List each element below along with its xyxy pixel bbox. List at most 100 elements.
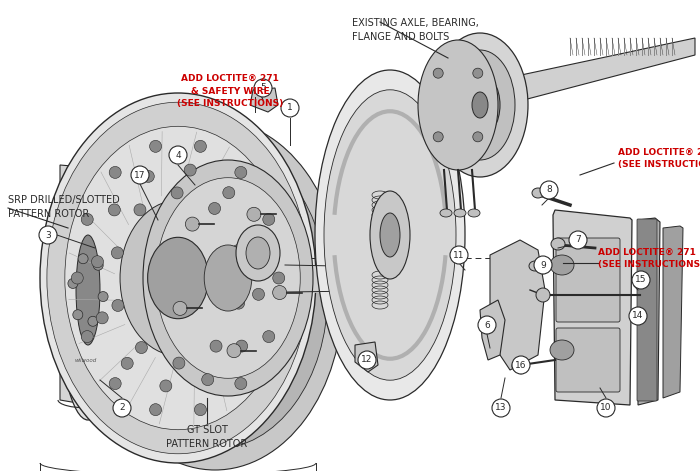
Ellipse shape [262,331,275,342]
Text: 5: 5 [260,83,266,92]
Ellipse shape [68,278,78,288]
Ellipse shape [532,188,544,198]
Ellipse shape [142,171,154,182]
Ellipse shape [184,164,196,176]
Ellipse shape [473,68,483,78]
Circle shape [113,399,131,417]
Ellipse shape [433,68,443,78]
Circle shape [569,231,587,249]
FancyBboxPatch shape [556,328,620,392]
Polygon shape [480,300,505,360]
Circle shape [534,256,552,274]
Ellipse shape [468,209,480,217]
Ellipse shape [266,333,294,354]
Text: EXISTING AXLE, BEARING,
FLANGE AND BOLTS: EXISTING AXLE, BEARING, FLANGE AND BOLTS [352,18,479,42]
Ellipse shape [88,317,98,326]
Polygon shape [60,165,118,410]
Ellipse shape [248,232,260,244]
Ellipse shape [536,288,550,302]
Ellipse shape [96,312,108,324]
Text: 15: 15 [636,276,647,284]
Ellipse shape [202,374,214,386]
Ellipse shape [454,209,466,217]
Ellipse shape [236,340,248,352]
Ellipse shape [134,204,146,216]
FancyBboxPatch shape [637,219,657,401]
Ellipse shape [81,213,93,226]
Ellipse shape [247,207,261,221]
Text: 17: 17 [134,171,146,179]
Text: 7: 7 [575,236,581,244]
Ellipse shape [273,272,285,284]
Text: ADD LOCTITE® 271
& SAFETY WIRE
(SEE INSTRUCTIONS): ADD LOCTITE® 271 & SAFETY WIRE (SEE INST… [177,74,283,108]
Ellipse shape [418,40,498,170]
Ellipse shape [87,120,343,470]
Ellipse shape [253,288,265,300]
Text: 4: 4 [175,151,181,160]
Ellipse shape [171,187,183,199]
Circle shape [632,271,650,289]
Ellipse shape [551,238,565,250]
Ellipse shape [148,237,209,319]
Ellipse shape [70,210,106,370]
Text: GT SLOT
PATTERN ROTOR: GT SLOT PATTERN ROTOR [167,425,248,449]
Circle shape [540,181,558,199]
Text: 6: 6 [484,320,490,330]
Ellipse shape [160,380,172,392]
Polygon shape [250,88,278,112]
Ellipse shape [109,166,121,179]
Ellipse shape [232,244,244,257]
Ellipse shape [108,204,120,216]
Ellipse shape [40,93,316,463]
Ellipse shape [234,378,247,390]
Polygon shape [490,240,545,370]
Ellipse shape [246,237,270,269]
Ellipse shape [195,404,206,416]
Ellipse shape [112,300,124,311]
Ellipse shape [236,225,280,281]
Text: 10: 10 [601,404,612,413]
Circle shape [597,399,615,417]
Ellipse shape [120,200,236,356]
Ellipse shape [315,70,465,400]
Ellipse shape [47,102,309,454]
Ellipse shape [234,166,247,179]
Ellipse shape [550,340,574,360]
Ellipse shape [143,160,313,396]
Ellipse shape [204,245,252,311]
Text: wilwood: wilwood [75,357,97,363]
Ellipse shape [127,298,155,318]
Ellipse shape [529,261,541,271]
Circle shape [478,316,496,334]
Text: 1: 1 [287,104,293,113]
Ellipse shape [98,292,108,301]
Ellipse shape [150,140,162,152]
Ellipse shape [188,385,216,405]
Ellipse shape [71,272,83,284]
Circle shape [358,351,376,369]
Text: 3: 3 [45,230,51,239]
Ellipse shape [232,297,244,309]
Circle shape [629,307,647,325]
Text: ADD LOCTITE® 271
(SEE INSTRUCTIONS): ADD LOCTITE® 271 (SEE INSTRUCTIONS) [598,248,700,269]
Polygon shape [663,226,683,398]
Ellipse shape [73,310,83,320]
Ellipse shape [92,256,104,268]
Circle shape [512,356,530,374]
Polygon shape [450,38,695,118]
Text: 13: 13 [496,404,507,413]
Circle shape [39,226,57,244]
Text: 14: 14 [632,311,644,320]
Circle shape [492,399,510,417]
Ellipse shape [150,404,162,416]
Text: 11: 11 [454,251,465,260]
Ellipse shape [169,193,197,213]
Ellipse shape [58,160,118,420]
Ellipse shape [472,92,488,118]
Text: 16: 16 [515,360,526,370]
Text: 2: 2 [119,404,125,413]
Ellipse shape [81,331,93,342]
Polygon shape [638,218,660,405]
Ellipse shape [121,357,133,369]
Ellipse shape [512,360,526,372]
